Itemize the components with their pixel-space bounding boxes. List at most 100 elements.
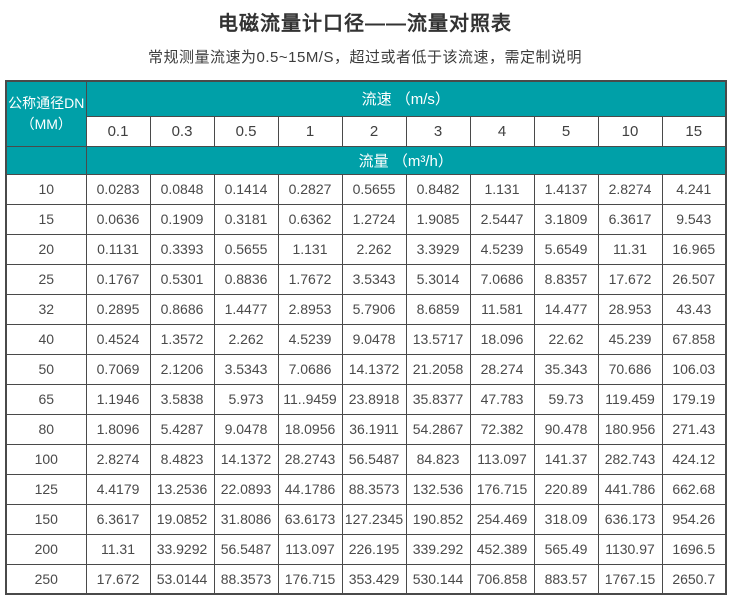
flow-value-cell: 7.0686 [277, 353, 343, 385]
flow-value-cell: 13.5717 [405, 323, 471, 355]
flow-value-cell: 22.0893 [213, 473, 279, 505]
flow-value-cell: 2.262 [341, 233, 407, 265]
table-row-dn-250: 250 17.672 53.0144 88.3573 176.715 353.429 530… [5, 563, 727, 595]
flow-value-cell: 0.8686 [149, 293, 215, 325]
table-row-dn-150: 150 6.3617 19.0852 31.8086 63.6173 127.2345 19… [5, 503, 727, 535]
flow-value-cell: 0.8482 [405, 173, 471, 205]
flow-value-cell: 353.429 [341, 563, 407, 595]
flow-value-cell: 28.953 [597, 293, 663, 325]
velocity-value-8: 10 [597, 115, 663, 147]
flow-value-cell: 0.0636 [85, 203, 151, 235]
table-row-dn-10: 10 0.0283 0.0848 0.1414 0.2827 0.5655 0.8482 1.… [5, 173, 727, 205]
flow-value-cell: 21.2058 [405, 353, 471, 385]
flow-value-cell: 3.5838 [149, 383, 215, 415]
dn-cell: 20 [5, 233, 87, 265]
flow-value-cell: 2.262 [213, 323, 279, 355]
flow-value-cell: 0.2827 [277, 173, 343, 205]
flow-value-cell: 0.1767 [85, 263, 151, 295]
flow-comparison-table: 公称通径DN （MM） 流速 （m/s） 0.1 0.3 0.5 1 2 3 4 5 10 15 … [5, 80, 727, 595]
table-row-dn-200: 200 11.31 33.9292 56.5487 113.097 226.195 339.… [5, 533, 727, 565]
flow-value-cell: 339.292 [405, 533, 471, 565]
flow-value-cell: 47.783 [469, 383, 535, 415]
flow-value-cell: 180.956 [597, 413, 663, 445]
flow-value-cell: 179.19 [661, 383, 727, 415]
flow-value-cell: 0.1414 [213, 173, 279, 205]
flow-value-cell: 1.8096 [85, 413, 151, 445]
flow-value-cell: 1.4137 [533, 173, 599, 205]
dn-cell: 150 [5, 503, 87, 535]
flow-value-cell: 2.5447 [469, 203, 535, 235]
flow-value-cell: 8.4823 [149, 443, 215, 475]
flow-value-cell: 5.7906 [341, 293, 407, 325]
flow-value-cell: 254.469 [469, 503, 535, 535]
flow-value-cell: 1.9085 [405, 203, 471, 235]
table-row-dn-20: 20 0.1131 0.3393 0.5655 1.131 2.262 3.3929 4.52… [5, 233, 727, 265]
flow-value-cell: 0.1909 [149, 203, 215, 235]
flow-header-empty-cell [5, 145, 87, 175]
flow-value-cell: 70.686 [597, 353, 663, 385]
flow-value-cell: 662.68 [661, 473, 727, 505]
velocity-header-row: 公称通径DN （MM） 流速 （m/s） [5, 80, 727, 147]
flow-value-cell: 0.5655 [341, 173, 407, 205]
flow-value-cell: 11.31 [597, 233, 663, 265]
table-row-dn-80: 80 1.8096 5.4287 9.0478 18.0956 36.1911 54.286… [5, 413, 727, 445]
flow-value-cell: 6.3617 [597, 203, 663, 235]
velocity-value-2: 0.5 [213, 115, 279, 147]
flow-value-cell: 9.543 [661, 203, 727, 235]
flow-value-cell: 63.6173 [277, 503, 343, 535]
flow-value-cell: 119.459 [597, 383, 663, 415]
flow-value-cell: 18.0956 [277, 413, 343, 445]
flow-value-cell: 36.1911 [341, 413, 407, 445]
flow-value-cell: 441.786 [597, 473, 663, 505]
velocity-value-7: 5 [533, 115, 599, 147]
flow-value-cell: 0.0848 [149, 173, 215, 205]
flow-value-cell: 2.1206 [149, 353, 215, 385]
velocity-value-5: 3 [405, 115, 471, 147]
flow-value-cell: 17.672 [85, 563, 151, 595]
flow-value-cell: 0.3181 [213, 203, 279, 235]
dn-cell: 200 [5, 533, 87, 565]
flow-value-cell: 43.43 [661, 293, 727, 325]
dn-cell: 80 [5, 413, 87, 445]
corner-header-dn: 公称通径DN （MM） [5, 80, 87, 147]
dn-cell: 25 [5, 263, 87, 295]
flow-value-cell: 22.62 [533, 323, 599, 355]
dn-cell: 10 [5, 173, 87, 205]
dn-cell: 65 [5, 383, 87, 415]
flow-value-cell: 106.03 [661, 353, 727, 385]
flow-value-cell: 13.2536 [149, 473, 215, 505]
dn-cell: 125 [5, 473, 87, 505]
flow-value-cell: 2.8953 [277, 293, 343, 325]
flow-value-cell: 35.8377 [405, 383, 471, 415]
flow-value-cell: 0.5301 [149, 263, 215, 295]
dn-cell: 250 [5, 563, 87, 595]
flow-value-cell: 4.5239 [277, 323, 343, 355]
flow-value-cell: 5.973 [213, 383, 279, 415]
flow-value-cell: 0.5655 [213, 233, 279, 265]
flow-value-cell: 1696.5 [661, 533, 727, 565]
flow-value-cell: 56.5487 [341, 443, 407, 475]
flow-value-cell: 1.2724 [341, 203, 407, 235]
flow-value-cell: 8.8357 [533, 263, 599, 295]
flow-value-cell: 176.715 [469, 473, 535, 505]
flow-value-cell: 90.478 [533, 413, 599, 445]
flow-value-cell: 5.3014 [405, 263, 471, 295]
flow-value-cell: 3.5343 [341, 263, 407, 295]
flow-value-cell: 14.477 [533, 293, 599, 325]
dn-cell: 40 [5, 323, 87, 355]
flow-value-cell: 883.57 [533, 563, 599, 595]
velocity-value-3: 1 [277, 115, 343, 147]
flow-value-cell: 7.0686 [469, 263, 535, 295]
flow-value-cell: 226.195 [341, 533, 407, 565]
flow-value-cell: 14.1372 [341, 353, 407, 385]
flow-value-cell: 0.7069 [85, 353, 151, 385]
table-row-dn-100: 100 2.8274 8.4823 14.1372 28.2743 56.5487 84.8… [5, 443, 727, 475]
table-row-dn-125: 125 4.4179 13.2536 22.0893 44.1786 88.3573 132… [5, 473, 727, 505]
flow-value-cell: 9.0478 [213, 413, 279, 445]
flow-value-cell: 3.5343 [213, 353, 279, 385]
flow-value-cell: 14.1372 [213, 443, 279, 475]
flow-value-cell: 282.743 [597, 443, 663, 475]
flow-value-cell: 67.858 [661, 323, 727, 355]
velocity-value-9: 15 [661, 115, 727, 147]
page-title: 电磁流量计口径——流量对照表 [218, 13, 512, 35]
